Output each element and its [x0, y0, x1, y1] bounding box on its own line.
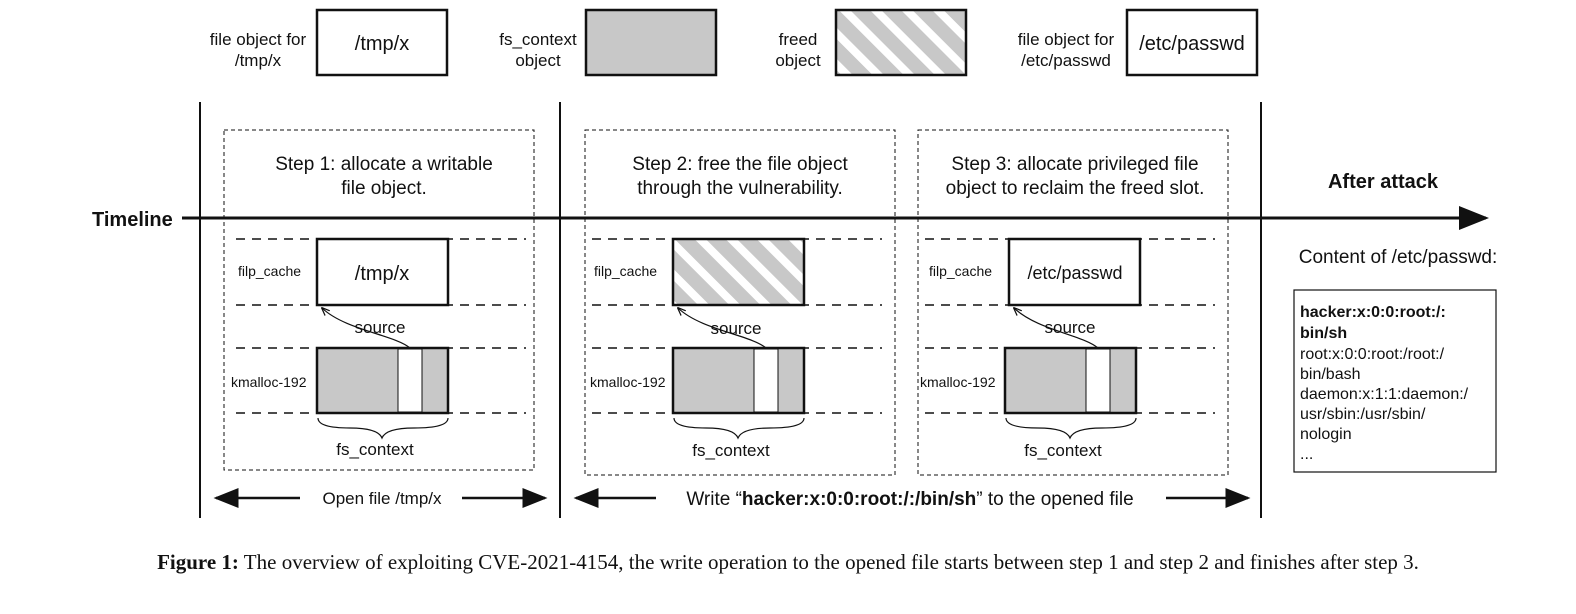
fs-context-brace: [1005, 417, 1137, 440]
legend-fs-context-box: [584, 8, 718, 77]
legend-file-passwd-box: [1125, 8, 1259, 77]
passwd-line: nologin: [1300, 426, 1352, 443]
filp-cache-label: filp_cache: [594, 263, 657, 279]
step1-panel: Step 1: allocate a writable file object.…: [223, 129, 535, 471]
write-label-suffix: ” to the opened file: [976, 489, 1133, 510]
passwd-content-label: Content of /etc/passwd:: [1299, 247, 1498, 268]
timeline-label: Timeline: [92, 209, 173, 231]
step2-panel: Step 2: free the file object through the…: [584, 129, 896, 476]
filp-cache-label: filp_cache: [238, 263, 301, 279]
file-object-tmp-label: /tmp/x: [355, 263, 409, 285]
legend-freed-label: freed: [779, 30, 818, 49]
step2-title: through the vulnerability.: [637, 178, 843, 199]
source-pointer-arrow: [678, 308, 767, 349]
fs-context-brace: [317, 417, 449, 440]
step3-frame: [917, 129, 1229, 476]
after-attack-panel: After attack Content of /etc/passwd: hac…: [1293, 171, 1498, 473]
figure-caption: Figure 1: The overview of exploiting CVE…: [0, 550, 1576, 575]
legend-file-passwd-label: /etc/passwd: [1021, 51, 1111, 70]
passwd-content-box: [1293, 289, 1497, 473]
fs-context-label: fs_context: [1024, 441, 1102, 460]
fs-context-object: [315, 346, 450, 415]
legend-file-passwd-box-label: /etc/passwd: [1139, 33, 1245, 55]
kmalloc-label: kmalloc-192: [231, 374, 307, 390]
file-object-tmp: [315, 237, 450, 307]
fs-context-brace: [673, 417, 805, 440]
legend-fs-context-label: fs_context: [499, 30, 577, 49]
step3-title: Step 3: allocate privileged file: [951, 154, 1198, 175]
legend-freed-label: object: [775, 51, 821, 70]
file-object-passwd-label: /etc/passwd: [1027, 263, 1122, 283]
step2-title: Step 2: free the file object: [632, 154, 848, 175]
passwd-line: daemon:x:1:1:daemon:/: [1300, 386, 1469, 403]
source-pointer-arrow: [322, 308, 411, 349]
step1-frame: [223, 129, 535, 471]
write-label: Write “hacker:x:0:0:root:/:/bin/sh” to t…: [686, 489, 1133, 510]
source-pointer-arrow: [1014, 308, 1099, 349]
passwd-line-bold: bin/sh: [1300, 325, 1347, 342]
fs-context-object: [1003, 346, 1138, 415]
fs-context-source-field: [753, 348, 779, 413]
step3-title: object to reclaim the freed slot.: [946, 178, 1205, 199]
source-label: source: [354, 318, 405, 337]
passwd-line: root:x:0:0:root:/root:/: [1300, 346, 1445, 363]
passwd-line: bin/bash: [1300, 366, 1361, 383]
fs-context-label: fs_context: [692, 441, 770, 460]
step1-title: Step 1: allocate a writable: [275, 154, 493, 175]
filp-cache-label: filp_cache: [929, 263, 992, 279]
after-attack-title: After attack: [1328, 171, 1439, 193]
passwd-line-bold: hacker:x:0:0:root:/:: [1300, 304, 1446, 321]
step1-title: file object.: [341, 178, 427, 199]
legend: file object for /tmp/x /tmp/x fs_context…: [210, 8, 1259, 77]
legend-file-tmp-box: [315, 8, 449, 77]
legend-freed-box: [834, 8, 968, 77]
legend-file-tmp-label: /tmp/x: [235, 51, 282, 70]
passwd-line: usr/sbin:/usr/sbin/: [1300, 406, 1426, 423]
fs-context-label: fs_context: [336, 440, 414, 459]
kmalloc-label: kmalloc-192: [590, 374, 666, 390]
figure-caption-label: Figure 1:: [157, 550, 239, 574]
legend-file-passwd-label: file object for: [1018, 30, 1115, 49]
step3-panel: Step 3: allocate privileged file object …: [917, 129, 1229, 476]
write-label-prefix: Write “: [686, 489, 742, 510]
write-label-payload: hacker:x:0:0:root:/:/bin/sh: [742, 489, 976, 510]
file-object-passwd: [1007, 237, 1142, 307]
fs-context-source-field: [397, 348, 423, 413]
figure-caption-text: The overview of exploiting CVE-2021-4154…: [238, 550, 1419, 574]
kmalloc-label: kmalloc-192: [920, 374, 996, 390]
step2-frame: [584, 129, 896, 476]
passwd-line: ...: [1300, 446, 1313, 463]
source-label: source: [710, 319, 761, 338]
legend-file-tmp-label: file object for: [210, 30, 307, 49]
freed-file-object: [671, 237, 806, 307]
open-file-label: Open file /tmp/x: [322, 489, 442, 508]
legend-fs-context-label: object: [515, 51, 561, 70]
source-label: source: [1044, 318, 1095, 337]
fs-context-source-field: [1085, 348, 1111, 413]
legend-file-tmp-box-label: /tmp/x: [355, 33, 409, 55]
fs-context-object: [671, 346, 806, 415]
